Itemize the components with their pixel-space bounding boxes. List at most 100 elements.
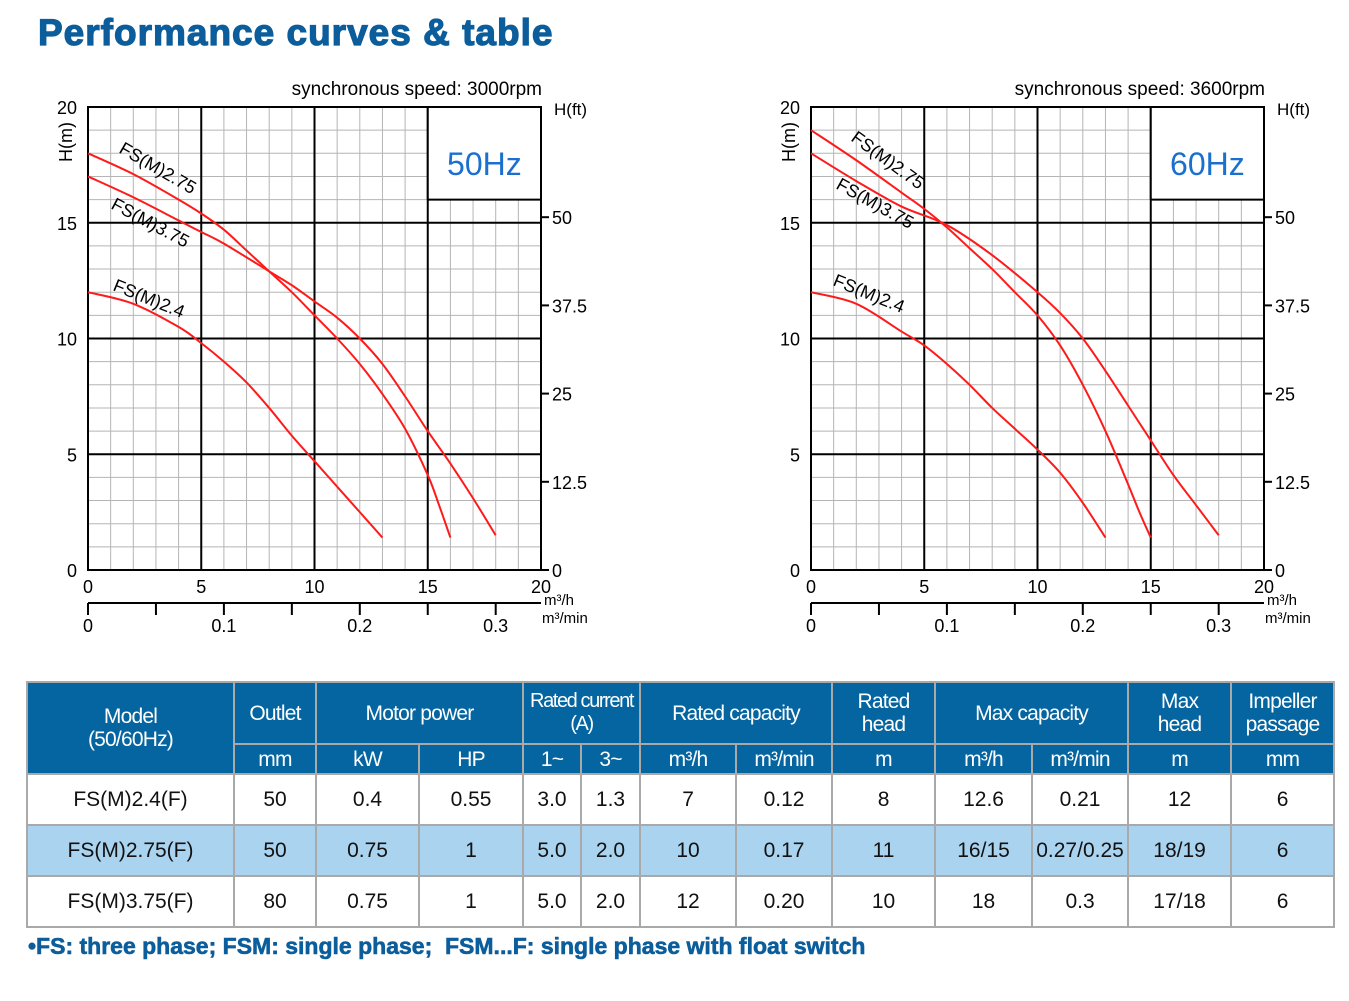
y2-tick-label: 25 xyxy=(552,385,572,405)
y2-tick-label: 25 xyxy=(1275,385,1295,405)
value-cell: 0.21 xyxy=(1031,773,1130,826)
y2-tick-label: 37.5 xyxy=(552,296,587,316)
y2-tick-label: 0 xyxy=(552,561,562,581)
col-outlet: Outlet xyxy=(233,681,317,745)
value-cell: 5.0 xyxy=(522,824,583,877)
value-cell: 8 xyxy=(831,773,937,826)
value-cell: 50 xyxy=(233,773,317,826)
unit-cell: m xyxy=(831,743,937,775)
unit-cell: m³/h xyxy=(934,743,1034,775)
x-tick-label: 15 xyxy=(1141,577,1161,597)
value-cell: 0.3 xyxy=(1031,875,1130,928)
y-tick-label: 10 xyxy=(57,330,77,350)
value-cell: 10 xyxy=(639,824,738,877)
value-cell: 16/15 xyxy=(934,824,1034,877)
value-cell: 0.27/0.25 xyxy=(1031,824,1130,877)
unit-cell: 3~ xyxy=(580,743,642,775)
x-tick-label: 20 xyxy=(531,577,551,597)
y-axis-label: H(m) xyxy=(779,122,799,162)
hz-label: 60Hz xyxy=(1170,146,1245,182)
value-cell: 18 xyxy=(934,875,1034,928)
curve-label: FS(M)2.4 xyxy=(111,275,188,322)
plot-frame xyxy=(87,106,542,571)
x2-axis-label: m³/min xyxy=(542,610,588,627)
col-rated-current: Rated current (A) xyxy=(522,681,642,745)
model-cell: FS(M)2.4(F) xyxy=(26,773,235,826)
header-row: Model (50/60Hz) Outlet Motor power Rated … xyxy=(26,681,1336,775)
y2-axis-label: H(ft) xyxy=(554,100,587,119)
y2-tick-label: 0 xyxy=(1275,561,1285,581)
curve-label: FS(M)2.75 xyxy=(116,138,200,198)
curve-FS(M)2.4 xyxy=(810,291,1107,539)
col-max-head: Max head xyxy=(1127,681,1233,745)
y2-tick-label: 12.5 xyxy=(552,473,587,493)
value-cell: 18/19 xyxy=(1127,824,1233,877)
value-cell: 6 xyxy=(1230,773,1336,826)
x-tick-label: 0 xyxy=(83,577,93,597)
x-tick-label: 10 xyxy=(304,577,324,597)
unit-cell: m³/min xyxy=(1031,743,1130,775)
value-cell: 0.75 xyxy=(315,875,420,928)
unit-cell: mm xyxy=(233,743,317,775)
col-max-capacity: Max capacity xyxy=(934,681,1130,745)
x-tick-label: 5 xyxy=(919,577,929,597)
x2-tick-label: 0.3 xyxy=(483,616,508,636)
value-cell: 0.75 xyxy=(315,824,420,877)
value-cell: 1 xyxy=(417,824,525,877)
unit-cell: m xyxy=(1127,743,1233,775)
table-row: FS(M)2.75(F) 50 0.75 1 5.0 2.0 10 0.17 11 16/15 0.… xyxy=(26,824,1336,877)
unit-cell: HP xyxy=(417,743,525,775)
col-rated-head: Rated head xyxy=(831,681,937,745)
value-cell: 10 xyxy=(831,875,937,928)
x2-axis-label: m³/min xyxy=(1265,610,1311,627)
value-cell: 2.0 xyxy=(580,875,642,928)
plot-frame xyxy=(810,106,1265,571)
value-cell: 7 xyxy=(639,773,738,826)
hz-box xyxy=(1150,107,1264,200)
footnote: •FS: three phase; FSM: single phase; FSM… xyxy=(28,933,866,960)
y-tick-label: 0 xyxy=(67,561,77,581)
x-tick-label: 20 xyxy=(1254,577,1274,597)
x2-tick-label: 0.1 xyxy=(934,616,959,636)
x-tick-label: 5 xyxy=(196,577,206,597)
value-cell: 0.20 xyxy=(735,875,834,928)
x2-tick-label: 0.1 xyxy=(211,616,236,636)
value-cell: 11 xyxy=(831,824,937,877)
hz-label: 50Hz xyxy=(447,146,522,182)
value-cell: 0.12 xyxy=(735,773,834,826)
y-tick-label: 0 xyxy=(790,561,800,581)
y-tick-label: 20 xyxy=(57,98,77,118)
value-cell: 0.4 xyxy=(315,773,420,826)
table-row: FS(M)3.75(F) 80 0.75 1 5.0 2.0 12 0.20 10 18 0.3 17… xyxy=(26,875,1336,928)
y2-tick-label: 50 xyxy=(552,208,572,228)
curve-FS(M)2.75 xyxy=(810,129,1152,538)
chart-title: synchronous speed: 3600rpm xyxy=(1015,79,1265,100)
x-axis-label: m³/h xyxy=(544,592,574,609)
curve-FS(M)3.75 xyxy=(810,152,1220,536)
value-cell: 6 xyxy=(1230,824,1336,877)
unit-cell: m³/min xyxy=(735,743,834,775)
page-title: Performance curves & table xyxy=(37,11,554,53)
value-cell: 1.3 xyxy=(580,773,642,826)
y-axis-label: H(m) xyxy=(56,122,76,162)
model-cell: FS(M)2.75(F) xyxy=(26,824,235,877)
x-tick-label: 10 xyxy=(1027,577,1047,597)
y-tick-label: 5 xyxy=(790,445,800,465)
unit-cell: kW xyxy=(315,743,420,775)
unit-cell: mm xyxy=(1230,743,1336,775)
value-cell: 80 xyxy=(233,875,317,928)
value-cell: 0.55 xyxy=(417,773,525,826)
x-tick-label: 15 xyxy=(418,577,438,597)
col-motor-power: Motor power xyxy=(314,681,525,745)
x2-tick-label: 0 xyxy=(83,616,93,636)
y-tick-label: 15 xyxy=(57,214,77,234)
curve-FS(M)2.4 xyxy=(87,291,384,539)
unit-row: mm kW HP 1~ 3~ m³/h m³/min m m³/h m³/min m mm xyxy=(27,743,1336,775)
value-cell: 6 xyxy=(1230,875,1336,928)
model-cell: FS(M)3.75(F) xyxy=(26,875,235,928)
x2-tick-label: 0.2 xyxy=(1070,616,1095,636)
value-cell: 12.6 xyxy=(934,773,1034,826)
x2-tick-label: 0.2 xyxy=(347,616,372,636)
